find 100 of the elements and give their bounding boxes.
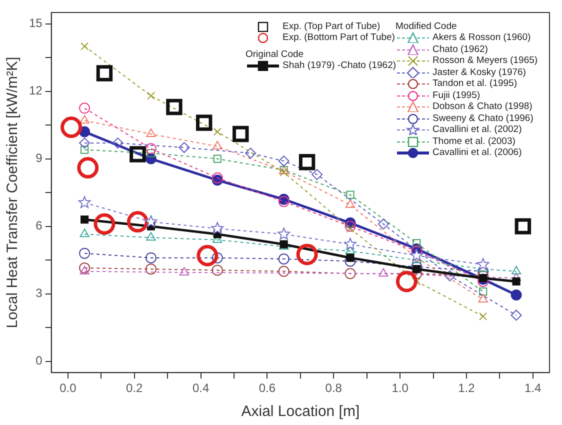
x-tick-label: 0.4	[192, 381, 210, 396]
point	[245, 148, 256, 159]
point	[510, 289, 522, 300]
point	[212, 140, 222, 150]
point	[145, 143, 156, 154]
x-tick-label: 0.2	[126, 381, 144, 396]
point	[410, 249, 423, 261]
point	[178, 142, 190, 154]
point	[145, 264, 156, 275]
point	[278, 156, 290, 167]
point	[130, 146, 146, 162]
point	[77, 157, 99, 179]
legend-label: Rosson & Meyers (1965)	[432, 55, 538, 66]
point	[212, 264, 223, 276]
point	[96, 65, 113, 82]
point	[232, 126, 249, 142]
legend-label: Chato (1962)	[432, 44, 488, 55]
point	[512, 277, 520, 286]
x-tick-label: 0.8	[325, 381, 342, 396]
point	[80, 266, 90, 274]
legend-label: Sweeny & Chato (1996)	[432, 112, 534, 124]
point	[166, 98, 182, 116]
point	[344, 268, 356, 280]
point	[79, 262, 90, 274]
point	[478, 294, 488, 302]
legend-label: Shah (1979) -Chato (1962)	[282, 60, 396, 72]
point	[60, 116, 82, 138]
point	[80, 42, 89, 50]
point	[126, 211, 148, 233]
point	[344, 256, 356, 267]
y-tick-label: 6	[36, 218, 43, 233]
point	[79, 102, 90, 114]
legend-label: Exp. (Bottom Part of Tube)	[282, 32, 395, 44]
legend-label: Akers & Rosson (1960)	[432, 32, 531, 44]
point	[278, 266, 290, 277]
point	[278, 228, 290, 240]
point	[396, 270, 418, 292]
point	[144, 215, 158, 228]
point	[514, 218, 532, 234]
legend-label: Exp. (Top Part of Tube)	[282, 20, 380, 32]
point	[346, 224, 354, 233]
point	[298, 154, 316, 170]
point	[211, 222, 224, 234]
x-axis-title: Axial Location [m]	[241, 403, 360, 420]
point	[196, 244, 218, 266]
point	[79, 248, 90, 259]
point	[344, 238, 356, 250]
annotation: Modified Code	[396, 20, 458, 32]
point	[479, 288, 488, 296]
point	[80, 146, 89, 154]
point	[146, 232, 156, 241]
y-tick-label: 12	[28, 84, 43, 98]
y-tick-label: 3	[36, 286, 43, 300]
point	[80, 115, 90, 124]
point	[212, 172, 223, 184]
legend-label: Jaster & Kosky (1976)	[432, 66, 526, 78]
point	[146, 149, 156, 158]
annotation: Original Code	[246, 48, 305, 60]
x-tick-label: 0.6	[258, 381, 276, 396]
legend-label: Fujii (1995)	[432, 90, 480, 101]
legend-label: Cavallini et al. (2002)	[432, 124, 522, 136]
point	[412, 265, 421, 274]
point	[344, 220, 356, 232]
y-axis-title: Local Heat Transfer Coefficient [kW/m²K]	[4, 56, 22, 328]
point	[345, 199, 356, 208]
point	[510, 310, 522, 321]
point	[479, 274, 488, 282]
point	[94, 213, 116, 235]
point	[179, 266, 190, 276]
point	[112, 138, 124, 149]
y-tick-label: 9	[36, 151, 43, 166]
point	[378, 268, 388, 277]
y-tick-label: 0	[36, 354, 43, 368]
x-tick-label: 0.0	[60, 381, 77, 396]
point	[78, 196, 91, 208]
point	[378, 218, 389, 230]
point	[346, 254, 354, 262]
x-tick-label: 1.2	[458, 381, 476, 396]
point	[213, 154, 222, 163]
point	[278, 253, 290, 264]
y-tick-label: 15	[28, 16, 43, 30]
point	[278, 196, 290, 208]
point	[80, 216, 89, 224]
legend-label: Tandon et al. (1995)	[432, 78, 518, 90]
point	[145, 252, 156, 264]
x-tick-label: 1.0	[392, 381, 409, 396]
point	[80, 228, 90, 238]
point	[146, 92, 156, 100]
point	[212, 252, 223, 264]
legend-label: Cavallini et al. (2006)	[432, 147, 522, 158]
x-tick-label: 1.4	[524, 381, 542, 396]
point	[79, 138, 90, 149]
point	[346, 190, 354, 199]
point	[146, 128, 156, 138]
point	[296, 244, 318, 266]
point	[511, 266, 522, 274]
point	[479, 312, 488, 320]
legend-label: Thome et al. (2003)	[432, 136, 516, 147]
point	[196, 114, 212, 131]
point	[312, 169, 323, 180]
